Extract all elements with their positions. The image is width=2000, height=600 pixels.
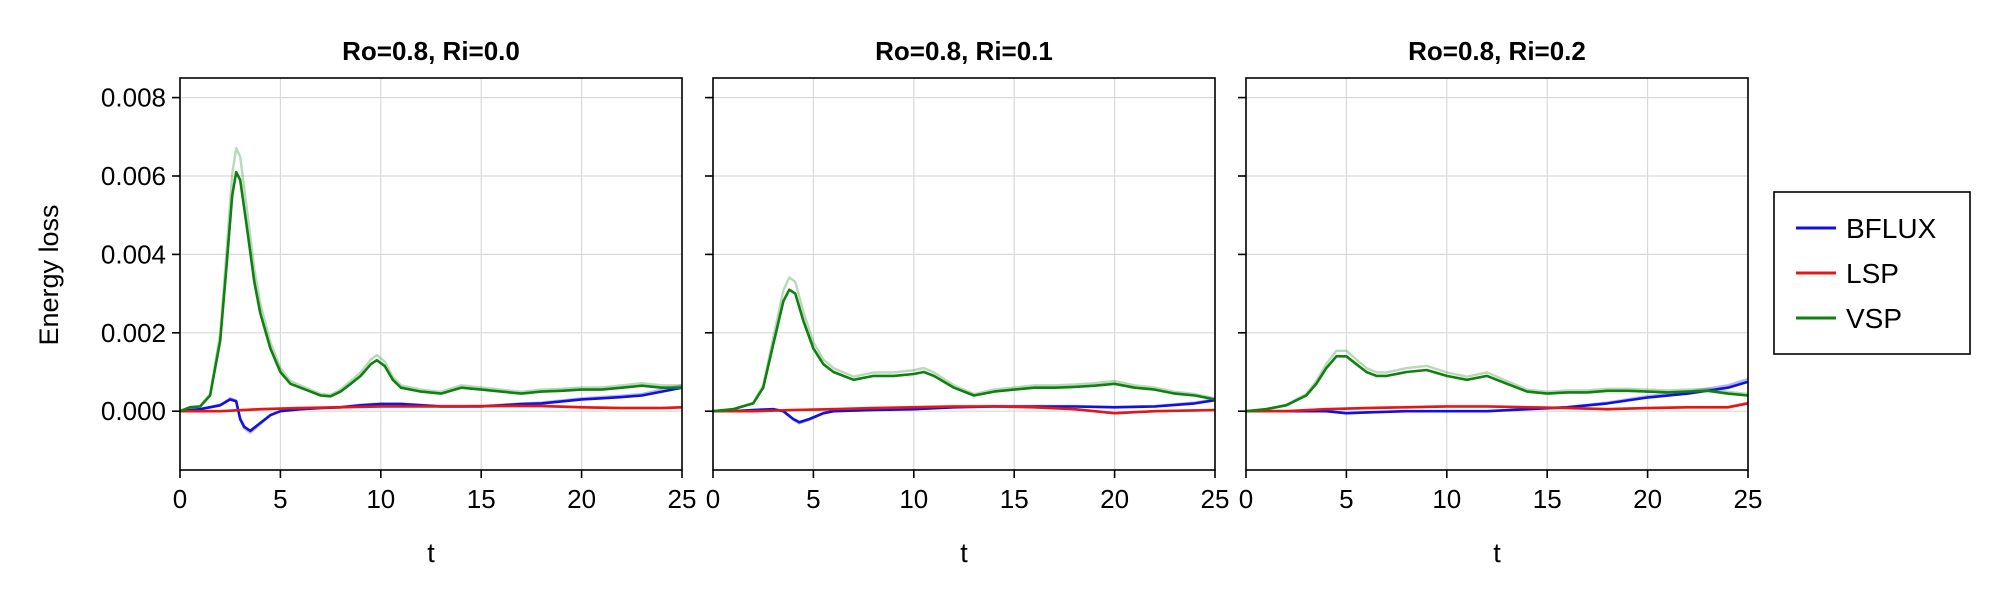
x-tick-label: 25 — [1201, 484, 1230, 514]
x-tick-label: 5 — [1339, 484, 1353, 514]
x-axis-label: t — [960, 538, 968, 568]
x-tick-label: 25 — [668, 484, 697, 514]
x-tick-label: 5 — [273, 484, 287, 514]
series-vsp-faint-line — [713, 276, 1215, 413]
series-vsp-faint-line — [180, 146, 682, 413]
panel-title: Ro=0.8, Ri=0.1 — [875, 36, 1053, 66]
series-lsp-line — [1246, 402, 1748, 413]
panel-frame — [179, 77, 683, 471]
x-tick-label: 10 — [366, 484, 395, 514]
legend-label-bflux: BFLUX — [1846, 213, 1937, 244]
x-tick-label: 10 — [1432, 484, 1461, 514]
series-bflux-line — [180, 386, 682, 433]
x-tick-label: 15 — [467, 484, 496, 514]
x-axis-label: t — [1493, 538, 1501, 568]
legend: BFLUX LSP VSP — [1773, 191, 1971, 355]
x-tick-label: 0 — [173, 484, 187, 514]
x-axis-label: t — [427, 538, 435, 568]
x-tick-label: 25 — [1734, 484, 1763, 514]
x-tick-label: 0 — [1239, 484, 1253, 514]
x-tick-label: 20 — [567, 484, 596, 514]
series-vsp-line — [713, 288, 1215, 413]
y-tick-label: 0.004 — [101, 239, 166, 269]
x-tick-label: 20 — [1100, 484, 1129, 514]
x-tick-label: 15 — [1000, 484, 1029, 514]
x-tick-label: 10 — [899, 484, 928, 514]
x-tick-label: 0 — [706, 484, 720, 514]
y-tick-label: 0.002 — [101, 318, 166, 348]
legend-label-vsp: VSP — [1846, 303, 1902, 334]
series-lsp-line — [713, 405, 1215, 415]
series-vsp-faint-line — [1246, 349, 1748, 413]
panel-title: Ro=0.8, Ri=0.0 — [342, 36, 520, 66]
x-tick-label: 20 — [1633, 484, 1662, 514]
panel-frame — [712, 77, 1216, 471]
panel-title: Ro=0.8, Ri=0.2 — [1408, 36, 1586, 66]
x-tick-label: 5 — [806, 484, 820, 514]
y-axis-label: Energy loss — [34, 204, 64, 345]
panel-frame — [1245, 77, 1749, 471]
panels-group: 0 5 10 15 20 25 0.000 0.002 0.004 0.006 0.008 Ro=0.… — [101, 36, 1763, 568]
series-bflux-line — [1246, 380, 1748, 415]
panel-3: 0 5 10 15 20 25 Ro=0.8, Ri=0.2 t — [1238, 36, 1762, 568]
series-vsp-line — [1246, 354, 1748, 413]
panel-2: 0 5 10 15 20 25 Ro=0.8, Ri=0.1 t — [705, 36, 1229, 568]
series-lsp-line — [180, 404, 682, 413]
y-tick-label: 0.006 — [101, 161, 166, 191]
y-tick-label: 0.008 — [101, 83, 166, 113]
legend-label-lsp: LSP — [1846, 258, 1899, 289]
y-tick-label: 0.000 — [101, 396, 166, 426]
panel-1: 0 5 10 15 20 25 0.000 0.002 0.004 0.006 0.008 Ro=0.… — [101, 36, 697, 568]
series-vsp-line — [180, 170, 682, 413]
x-tick-label: 15 — [1533, 484, 1562, 514]
